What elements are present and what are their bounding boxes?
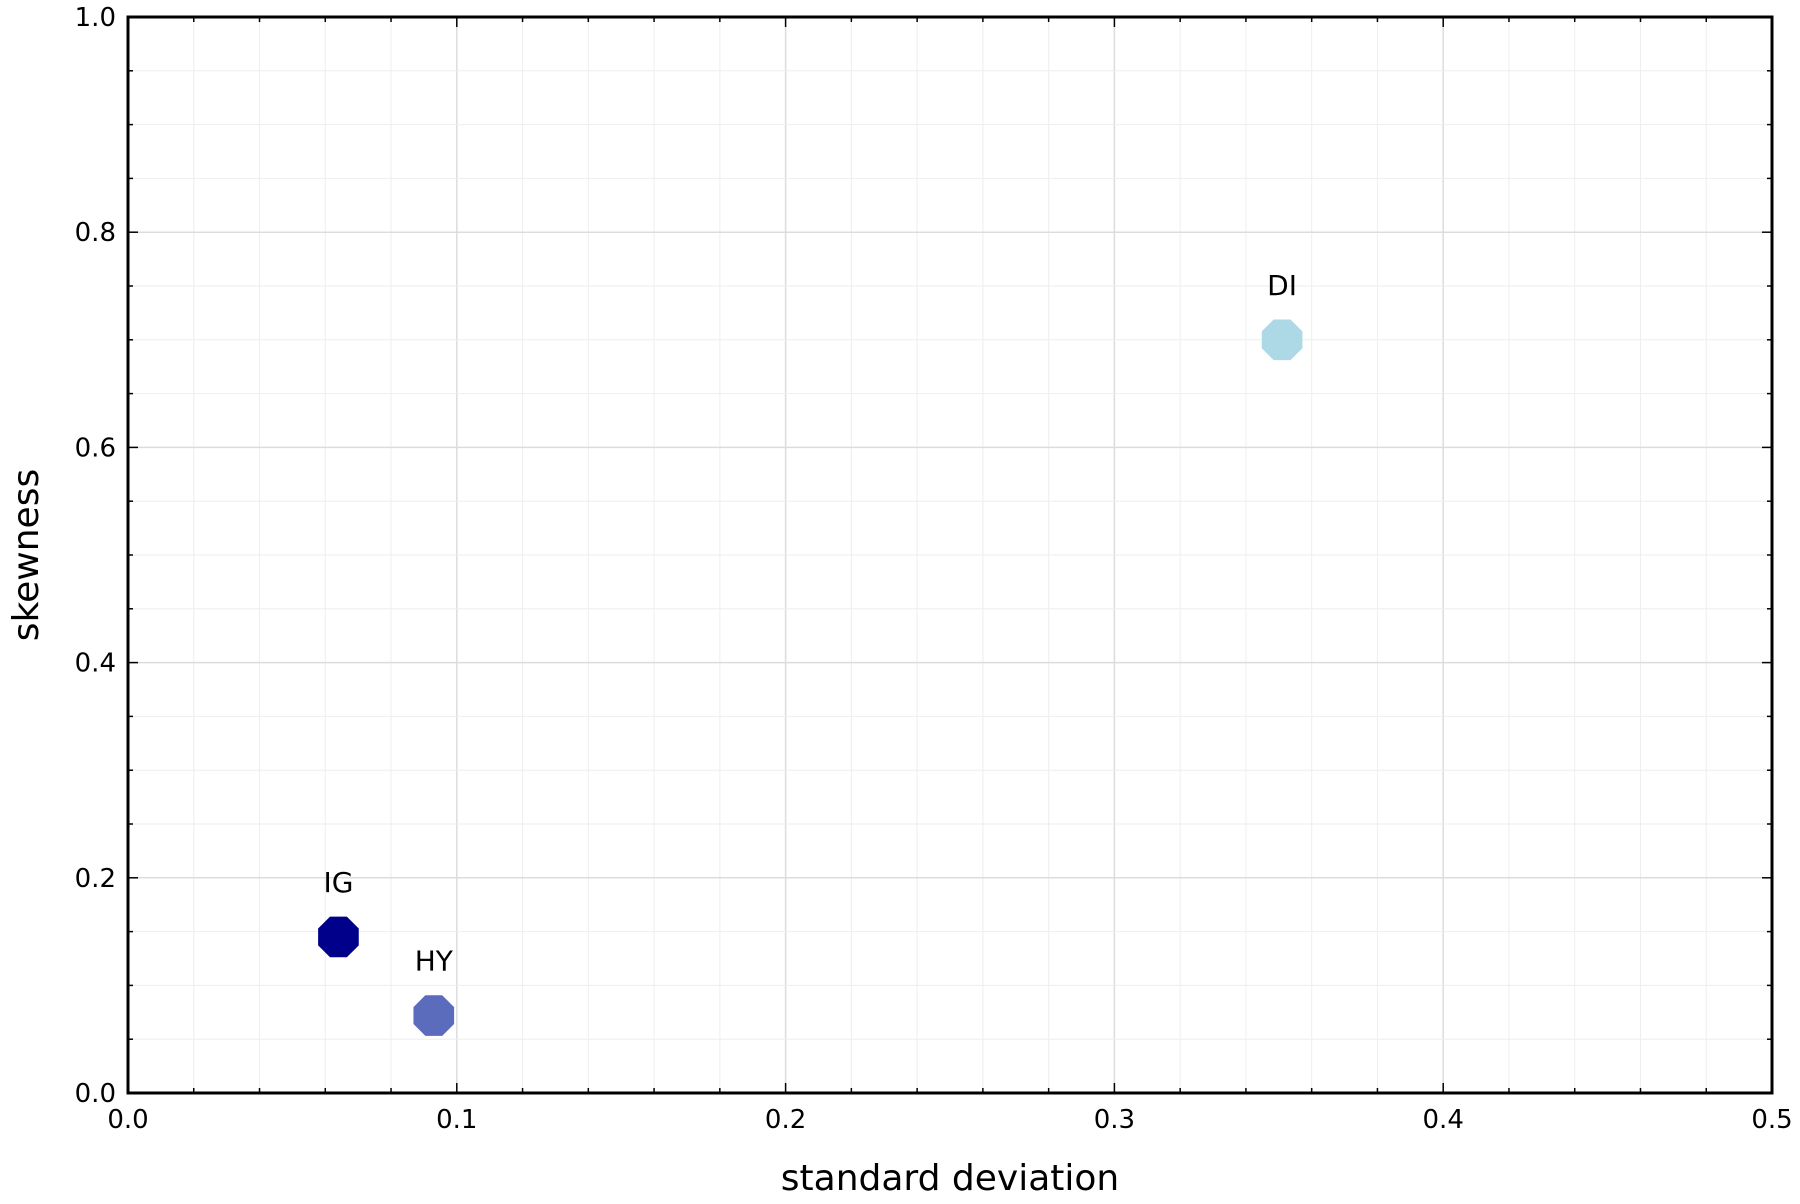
plot-frame [126, 15, 1774, 1095]
y-axis-title: skewness [6, 469, 47, 641]
y-tick-label: 1.0 [75, 3, 116, 33]
y-tick-label: 0.8 [75, 218, 116, 248]
point-label-hy: HY [415, 945, 454, 978]
grid [128, 17, 1772, 1093]
x-tick-label: 0.1 [436, 1105, 477, 1135]
x-tick-label: 0.2 [765, 1105, 806, 1135]
y-tick-label: 0.0 [75, 1079, 116, 1109]
y-tick-label: 0.2 [75, 864, 116, 894]
data-points: IG HY DI [318, 269, 1303, 1036]
point-marker-hy [413, 995, 455, 1036]
tick-labels: 0.0 0.1 0.2 0.3 0.4 0.5 0.0 0.2 0.4 0.6 0.8 1.0 [75, 3, 1793, 1135]
x-tick-label: 0.4 [1423, 1105, 1464, 1135]
point-label-di: DI [1267, 269, 1297, 302]
x-tick-label: 0.3 [1094, 1105, 1135, 1135]
point-marker-ig [318, 916, 359, 958]
x-tick-label: 0.0 [107, 1105, 148, 1135]
x-axis-title: standard deviation [781, 1158, 1119, 1199]
y-tick-label: 0.4 [75, 649, 116, 679]
y-tick-label: 0.6 [75, 433, 116, 463]
x-tick-label: 0.5 [1751, 1105, 1792, 1135]
point-label-ig: IG [323, 866, 353, 899]
point-marker-di [1261, 319, 1303, 361]
